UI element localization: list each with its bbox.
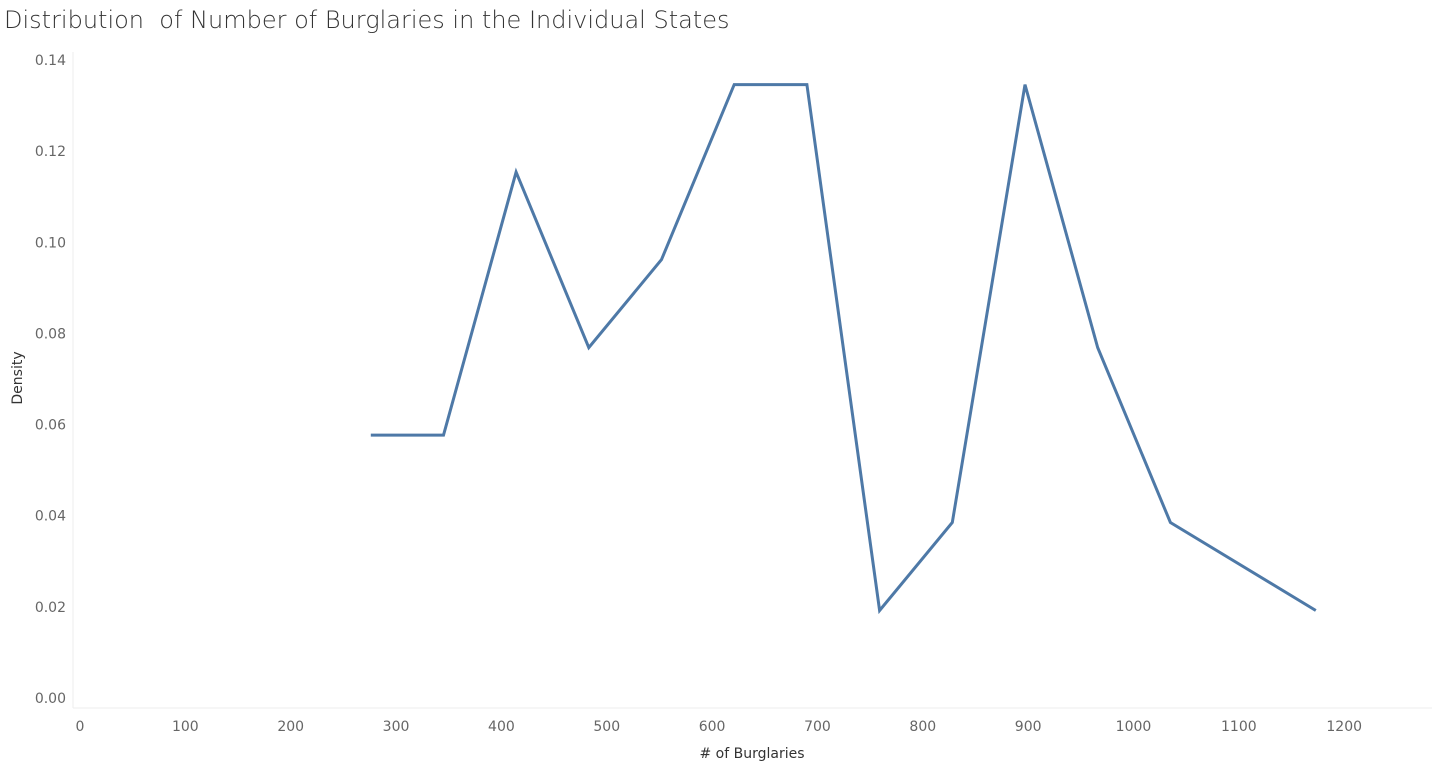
y-tick-label: 0.12	[35, 144, 66, 160]
y-tick-label: 0.00	[35, 691, 66, 707]
x-tick-label: 800	[909, 719, 936, 735]
x-tick-label: 900	[1015, 719, 1042, 735]
chart-title: Distribution of Number of Burglaries in …	[4, 6, 730, 34]
x-tick-label: 0	[76, 719, 85, 735]
y-tick-label: 0.04	[35, 509, 66, 525]
y-tick-label: 0.14	[35, 53, 66, 69]
x-tick-label: 1000	[1116, 719, 1152, 735]
x-tick-label: 400	[488, 719, 515, 735]
x-tick-label: 500	[593, 719, 620, 735]
x-tick-label: 100	[172, 719, 199, 735]
x-tick-label: 300	[383, 719, 410, 735]
y-axis-title: Density	[10, 351, 26, 404]
y-tick-label: 0.06	[35, 418, 66, 434]
x-tick-label: 600	[699, 719, 726, 735]
x-tick-labels: 0 100 200 300 400 500 600 700 800 900 1000 1100 1200	[76, 719, 1362, 735]
y-tick-label: 0.02	[35, 600, 66, 616]
x-axis-title: # of Burglaries	[699, 746, 804, 762]
density-line	[370, 83, 1317, 615]
x-tick-label: 200	[277, 719, 304, 735]
x-tick-label: 700	[804, 719, 831, 735]
y-tick-label: 0.08	[35, 326, 66, 342]
y-tick-label: 0.10	[35, 235, 66, 251]
x-tick-label: 1100	[1221, 719, 1257, 735]
x-tick-label: 1200	[1326, 719, 1362, 735]
y-tick-labels: 0.00 0.02 0.04 0.06 0.08 0.10 0.12 0.14	[35, 53, 66, 707]
